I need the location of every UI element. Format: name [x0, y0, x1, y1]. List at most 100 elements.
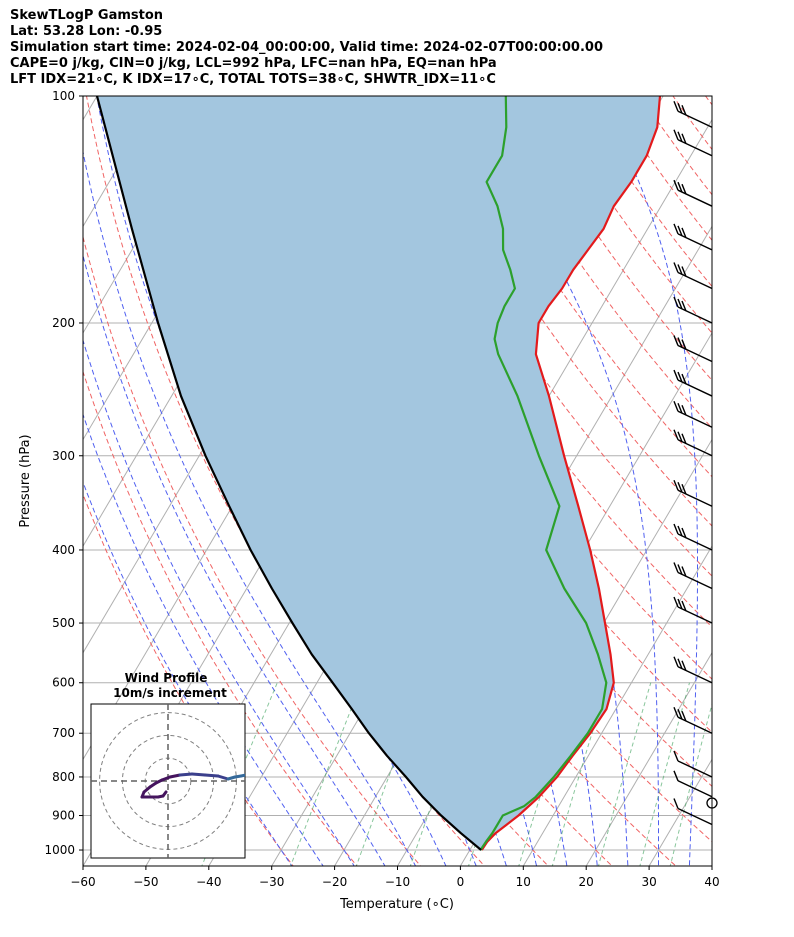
barb-flag [673, 706, 679, 718]
barb-staff [677, 344, 713, 363]
barb-flag [681, 433, 687, 445]
wind-barb [673, 479, 713, 507]
wind-barb [673, 369, 713, 397]
y-tick-label: 600 [52, 676, 75, 690]
hodograph-trace [203, 773, 220, 778]
barb-flag [681, 600, 687, 612]
location-line: Lat: 53.28 Lon: -0.95 [10, 24, 163, 39]
barb-staff [677, 780, 713, 798]
barb-flag [673, 479, 679, 491]
cin-cape-shading [97, 96, 660, 850]
dry-adiabat [639, 96, 712, 196]
indices-line-1: CAPE=0 j/kg, CIN=0 j/kg, LCL=992 hPa, LF… [10, 56, 497, 71]
mixing-ratio-line [669, 702, 712, 866]
barb-staff [677, 306, 713, 324]
y-tick-label: 200 [52, 316, 75, 330]
wind-barb [673, 223, 713, 251]
barb-flag [677, 481, 683, 493]
wind-barb [673, 562, 713, 590]
barb-flag [677, 431, 683, 443]
wind-barb [673, 429, 713, 457]
barb-flag [681, 373, 687, 385]
x-tick-label: −60 [70, 875, 95, 889]
barb-flag [677, 658, 683, 670]
barb-flag [673, 770, 679, 782]
barb-flag [677, 598, 683, 610]
moist-adiabat [83, 253, 386, 866]
y-tick-label: 700 [52, 726, 75, 740]
barb-flag [673, 596, 679, 608]
barb-staff [677, 489, 713, 507]
barb-staff [677, 379, 713, 397]
wind-barb [673, 706, 713, 734]
y-tick-label: 100 [52, 89, 75, 103]
dry-adiabat [83, 234, 422, 866]
dry-adiabat [672, 96, 712, 151]
isotherm-line [648, 758, 712, 866]
barb-flag [677, 298, 683, 310]
barb-staff [677, 271, 713, 290]
dry-adiabat [83, 493, 294, 866]
y-tick-label: 400 [52, 543, 75, 557]
barb-flag [681, 300, 687, 312]
barb-flag [681, 566, 687, 577]
barb-flag [673, 296, 679, 308]
barb-flag [681, 483, 687, 495]
hodograph-trace [168, 773, 182, 779]
indices-line-2: LFT IDX=21∘C, K IDX=17∘C, TOTAL TOTS=38∘… [10, 72, 496, 87]
barb-flag [673, 100, 679, 112]
barb-staff [677, 533, 713, 551]
barb-flag [681, 660, 687, 672]
moist-adiabat [83, 338, 355, 866]
barb-flag [681, 405, 687, 416]
axis-ticks: −60 −50 −40 −30 −20 −10 0 10 20 30 40 1000 900 800 700… [44, 89, 719, 889]
mixing-ratio-line [597, 682, 652, 866]
wind-barb [673, 798, 713, 826]
barb-flag [677, 564, 683, 575]
wind-barb [673, 401, 713, 428]
barb-staff [677, 716, 713, 734]
barb-staff [677, 571, 713, 590]
dewpoint-line [479, 96, 608, 851]
barb-flag [681, 710, 687, 722]
wind-barb [673, 296, 713, 324]
wind-barb [673, 770, 713, 798]
x-tick-label: −30 [259, 875, 284, 889]
dry-adiabat [444, 96, 712, 478]
barb-staff [677, 139, 713, 157]
barb-staff [677, 760, 713, 778]
barb-flag [673, 562, 679, 573]
isotherm-line [83, 96, 161, 228]
wind-barb [673, 523, 713, 551]
barb-flag [677, 131, 683, 142]
y-tick-label: 300 [52, 449, 75, 463]
barb-flag [673, 129, 679, 140]
hodograph-trace [190, 772, 207, 777]
barb-flag [673, 401, 679, 412]
barb-staff [677, 233, 713, 251]
barb-flag [681, 339, 687, 350]
y-tick-label: 1000 [44, 843, 75, 857]
barb-flag [677, 708, 683, 720]
wind-barb [673, 335, 713, 363]
barb-flag [677, 525, 683, 537]
wind-barb [673, 596, 713, 624]
wind-barb [673, 656, 713, 684]
hodograph-trace [239, 773, 245, 778]
wind-barb [673, 262, 713, 290]
isotherm-line [766, 61, 794, 881]
barb-flag [677, 337, 683, 348]
barb-flag [681, 266, 687, 277]
x-tick-label: 20 [579, 875, 594, 889]
barb-staff [677, 807, 713, 826]
dry-adiabat [476, 96, 712, 429]
time-line: Simulation start time: 2024-02-04_00:00:… [10, 40, 603, 55]
barb-flag [673, 369, 679, 381]
x-tick-label: −50 [133, 875, 158, 889]
barb-flag [673, 179, 679, 191]
moist-adiabat [719, 96, 753, 881]
x-tick-label: −10 [385, 875, 410, 889]
x-tick-label: −20 [322, 875, 347, 889]
barb-flag [677, 403, 683, 414]
mixing-ratio-line [639, 682, 690, 866]
